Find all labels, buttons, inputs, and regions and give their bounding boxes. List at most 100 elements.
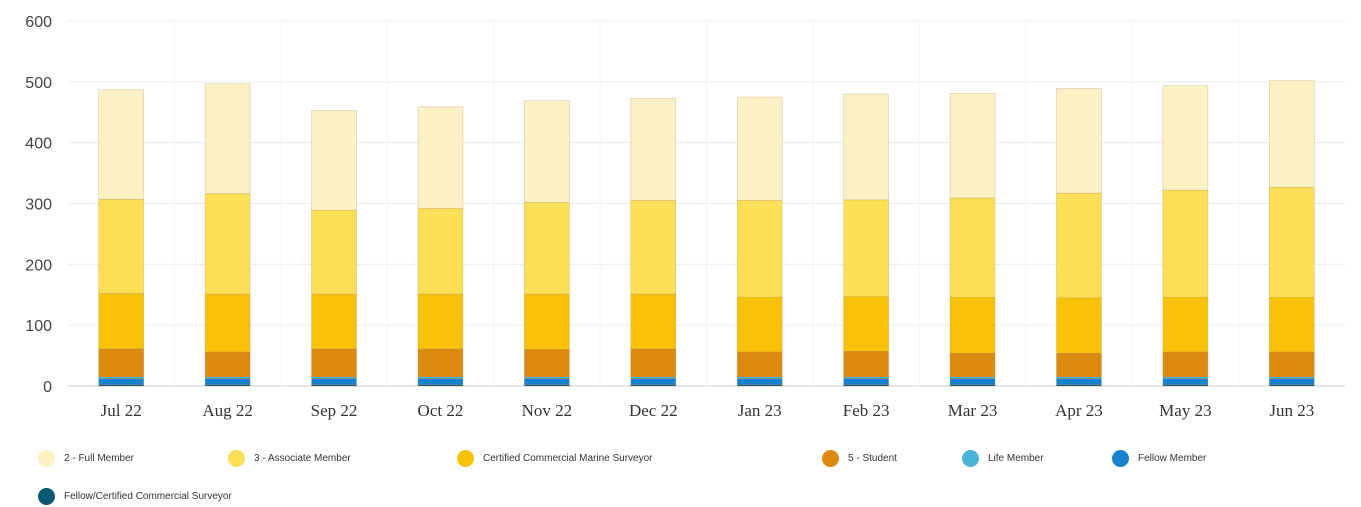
bar-segment-fellow-member bbox=[736, 378, 783, 386]
legend-label: Fellow/Certified Commercial Surveyor bbox=[64, 491, 232, 502]
x-tick-label: Apr 23 bbox=[1055, 401, 1103, 420]
bar-segment-5-student bbox=[204, 351, 251, 378]
bar-segment-certified-commercial-marine-surveyor bbox=[843, 296, 889, 352]
y-tick-label: 600 bbox=[25, 14, 52, 31]
bar-segment-5-student bbox=[843, 351, 889, 378]
bar-segment-5-student bbox=[1162, 351, 1209, 378]
bar-segment-3-associate-member bbox=[843, 199, 889, 297]
bar-segment-3-associate-member bbox=[524, 201, 570, 295]
legend-item-student[interactable]: 5 - Student bbox=[822, 450, 897, 467]
legend-item-life-member[interactable]: Life Member bbox=[962, 450, 1044, 467]
bar-segment-5-student bbox=[1268, 351, 1315, 378]
x-axis: Jul 22 Aug 22 Sep 22 Oct 22 Nov 22 Dec 22 Jan … bbox=[101, 401, 1315, 420]
bar-segment-3-associate-member bbox=[1056, 192, 1102, 299]
legend-label: 2 - Full Member bbox=[64, 453, 135, 464]
x-tick-label: Oct 22 bbox=[418, 401, 464, 420]
x-tick-label: Jun 23 bbox=[1269, 401, 1314, 420]
bar-segment-3-associate-member bbox=[98, 198, 145, 294]
legend-swatch-student bbox=[822, 450, 839, 467]
legend-label: 3 - Associate Member bbox=[254, 453, 351, 464]
y-axis: 0 100 200 300 400 500 600 bbox=[25, 14, 52, 396]
y-tick-label: 0 bbox=[43, 379, 52, 396]
bar-segment-certified-commercial-marine-surveyor bbox=[1268, 296, 1315, 353]
bar-segment-2-full-member bbox=[311, 110, 357, 211]
y-tick-label: 200 bbox=[25, 257, 52, 274]
legend-item-certified-commercial-marine-surveyor[interactable]: Certified Commercial Marine Surveyor bbox=[457, 450, 653, 467]
y-tick-label: 100 bbox=[25, 318, 52, 335]
bar-segment-2-full-member bbox=[204, 83, 251, 195]
bar-segment-5-student bbox=[311, 348, 357, 378]
bar-segment-2-full-member bbox=[630, 97, 677, 201]
legend-label: Life Member bbox=[988, 453, 1044, 464]
legend-swatch-fellow-certified-commercial-surveyor bbox=[38, 488, 55, 505]
bar-segment-5-student bbox=[949, 352, 996, 378]
bar-segment-fellow-member bbox=[524, 378, 570, 386]
bar-segment-2-full-member bbox=[417, 106, 464, 209]
x-tick-label: Jan 23 bbox=[738, 401, 782, 420]
bar-segment-fellow-member bbox=[1268, 378, 1315, 386]
bar-segment-5-student bbox=[524, 349, 570, 378]
bar-segment-fellow-member bbox=[1162, 378, 1209, 386]
x-tick-label: Feb 23 bbox=[843, 401, 890, 420]
bar-segment-fellow-member bbox=[843, 378, 889, 386]
bar-segment-fellow-member bbox=[949, 378, 996, 386]
bar-segment-3-associate-member bbox=[204, 193, 251, 295]
legend-label: Certified Commercial Marine Surveyor bbox=[483, 453, 653, 464]
bar-segment-fellow-member bbox=[311, 378, 357, 386]
x-tick-label: Jul 22 bbox=[101, 401, 142, 420]
bar-segment-2-full-member bbox=[949, 93, 996, 199]
bar-segment-3-associate-member bbox=[1268, 186, 1315, 298]
bar-segment-certified-commercial-marine-surveyor bbox=[630, 293, 677, 350]
legend-item-associate-member[interactable]: 3 - Associate Member bbox=[228, 450, 351, 467]
bar-segment-5-student bbox=[98, 348, 145, 378]
x-tick-label: Nov 22 bbox=[522, 401, 573, 420]
legend-item-fellow-certified-commercial-surveyor[interactable]: Fellow/Certified Commercial Surveyor bbox=[38, 488, 232, 505]
bar-segment-fellow-member bbox=[630, 378, 677, 386]
x-tick-label: May 23 bbox=[1159, 401, 1211, 420]
y-tick-label: 500 bbox=[25, 75, 52, 92]
bar-segment-3-associate-member bbox=[736, 200, 783, 298]
y-tick-label: 300 bbox=[25, 197, 52, 214]
bar-segment-3-associate-member bbox=[311, 209, 357, 295]
bar-segment-fellow-member bbox=[98, 378, 145, 386]
x-tick-label: Aug 22 bbox=[202, 401, 253, 420]
legend-swatch-associate-member bbox=[228, 450, 245, 467]
bar-segment-2-full-member bbox=[524, 100, 570, 203]
bar-segment-fellow-member bbox=[1056, 378, 1102, 386]
legend-swatch-certified-commercial-marine-surveyor bbox=[457, 450, 474, 467]
legend-item-fellow-member[interactable]: Fellow Member bbox=[1112, 450, 1206, 467]
legend-label: Fellow Member bbox=[1138, 453, 1207, 464]
x-tick-label: Sep 22 bbox=[311, 401, 358, 420]
bar-segment-certified-commercial-marine-surveyor bbox=[311, 293, 357, 350]
bar-segment-2-full-member bbox=[736, 96, 783, 201]
legend-label: 5 - Student bbox=[848, 453, 897, 464]
bar-segment-2-full-member bbox=[98, 89, 145, 200]
legend-swatch-fellow-member bbox=[1112, 450, 1129, 467]
grid-lines bbox=[68, 20, 1345, 387]
legend: 2 - Full Member 3 - Associate Member Cer… bbox=[38, 444, 1338, 507]
bar-segment-fellow-member bbox=[417, 378, 464, 386]
bar-segment-certified-commercial-marine-surveyor bbox=[98, 293, 145, 350]
bar-segment-2-full-member bbox=[1056, 88, 1102, 194]
bar-segment-3-associate-member bbox=[1162, 189, 1209, 298]
bar-segment-2-full-member bbox=[1162, 85, 1209, 191]
bar-segment-certified-commercial-marine-surveyor bbox=[1162, 296, 1209, 353]
bar-segment-5-student bbox=[417, 348, 464, 378]
bar-segment-3-associate-member bbox=[949, 197, 996, 298]
bars bbox=[98, 80, 1315, 387]
bar-segment-5-student bbox=[630, 348, 677, 378]
legend-swatch-life-member bbox=[962, 450, 979, 467]
y-tick-label: 400 bbox=[25, 136, 52, 153]
bar-segment-certified-commercial-marine-surveyor bbox=[949, 296, 996, 354]
bar-segment-certified-commercial-marine-surveyor bbox=[524, 293, 570, 350]
bar-segment-3-associate-member bbox=[630, 200, 677, 295]
bar-segment-certified-commercial-marine-surveyor bbox=[736, 296, 783, 353]
legend-item-full-member[interactable]: 2 - Full Member bbox=[38, 450, 134, 467]
bar-segment-certified-commercial-marine-surveyor bbox=[204, 293, 251, 353]
bar-segment-fellow-member bbox=[204, 378, 251, 386]
x-tick-label: Dec 22 bbox=[629, 401, 678, 420]
bar-segment-5-student bbox=[1056, 352, 1102, 378]
x-tick-label: Mar 23 bbox=[948, 401, 998, 420]
bar-segment-5-student bbox=[736, 351, 783, 378]
bar-segment-certified-commercial-marine-surveyor bbox=[417, 293, 464, 350]
